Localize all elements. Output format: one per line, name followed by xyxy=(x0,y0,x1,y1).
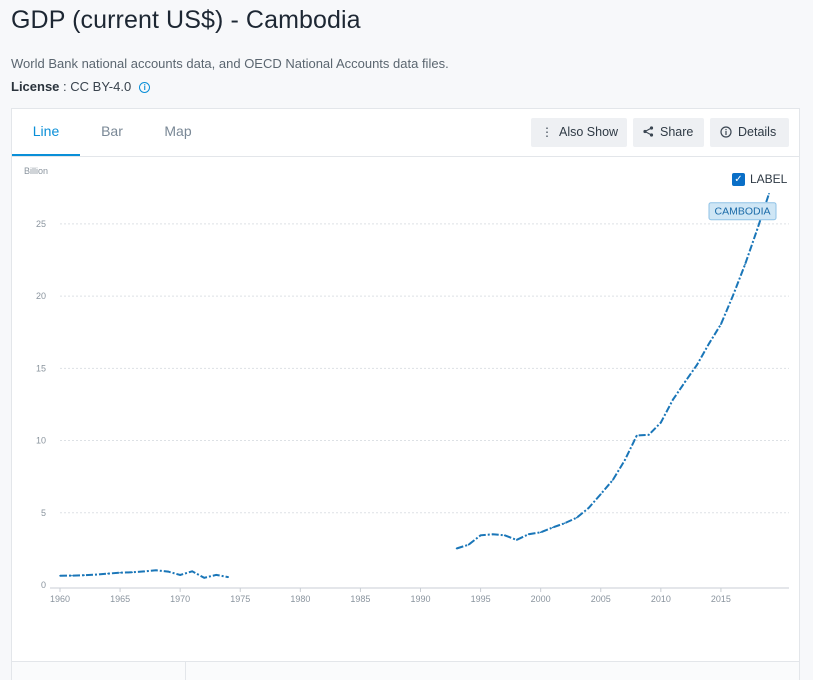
label-checkbox[interactable]: ✓ xyxy=(732,172,745,186)
data-point-2007 xyxy=(623,459,626,462)
data-point-1971 xyxy=(191,570,193,573)
also-show-label: Also Show xyxy=(559,125,619,139)
x-tick-1980: 1980 xyxy=(290,594,310,604)
x-tick-1995: 1995 xyxy=(471,594,491,604)
data-point-1998 xyxy=(515,539,518,541)
x-tick-2005: 2005 xyxy=(591,594,611,604)
data-point-2003 xyxy=(575,516,578,519)
label-toggle-text: LABEL xyxy=(750,172,788,186)
page-title: GDP (current US$) - Cambodia xyxy=(11,6,361,34)
data-point-2015 xyxy=(720,323,722,326)
data-point-1997 xyxy=(503,534,506,537)
data-point-1970 xyxy=(179,574,181,576)
data-point-2013 xyxy=(696,364,698,366)
chart-panel: Line Bar Map ⋮ Also Show Share Details ✓ … xyxy=(11,108,800,680)
data-point-2001 xyxy=(551,526,554,529)
x-tick-1975: 1975 xyxy=(230,594,250,604)
details-label: Details xyxy=(738,125,777,139)
data-point-2012 xyxy=(684,381,686,383)
data-point-1960 xyxy=(59,574,61,577)
tab-map[interactable]: Map xyxy=(164,123,192,139)
y-tick-25: 25 xyxy=(36,219,46,229)
y-axis-unit-label: Billion xyxy=(24,166,48,176)
x-tick-1970: 1970 xyxy=(170,594,190,604)
tab-bar[interactable]: Bar xyxy=(101,123,123,139)
data-point-2005 xyxy=(599,493,602,495)
series-label-cambodia: CAMBODIA xyxy=(708,202,777,221)
more-vertical-icon: ⋮ xyxy=(541,125,553,139)
data-point-2016 xyxy=(732,295,734,297)
data-point-1968 xyxy=(155,569,157,572)
data-point-1963 xyxy=(95,573,97,576)
data-point-2002 xyxy=(563,522,566,524)
share-label: Share xyxy=(660,125,694,139)
share-button[interactable]: Share xyxy=(633,118,704,147)
details-button[interactable]: Details xyxy=(710,118,789,147)
data-point-2018 xyxy=(756,229,758,231)
x-tick-1965: 1965 xyxy=(110,594,130,604)
x-tick-2000: 2000 xyxy=(531,594,551,604)
also-show-button[interactable]: ⋮ Also Show xyxy=(531,118,627,147)
y-tick-20: 20 xyxy=(36,291,46,301)
data-point-2006 xyxy=(611,479,614,481)
data-point-1969 xyxy=(167,570,169,573)
data-point-1994 xyxy=(467,543,470,546)
series-line-cambodia-1 xyxy=(456,193,770,550)
bottom-strip xyxy=(12,661,799,680)
y-tick-10: 10 xyxy=(36,436,46,446)
data-point-1996 xyxy=(491,533,494,536)
gdp-line-chart: Billion 0 5 10 15 20 25 1960 1965 1970 1975 1980 198… xyxy=(24,166,789,604)
y-tick-5: 5 xyxy=(41,508,46,518)
data-point-2014 xyxy=(708,342,710,345)
data-point-1993 xyxy=(455,547,458,550)
data-point-1966 xyxy=(131,571,133,574)
license-label: License xyxy=(11,79,60,94)
x-tick-2010: 2010 xyxy=(651,594,671,604)
y-tick-0: 0 xyxy=(41,580,46,590)
info-circle-icon xyxy=(720,118,732,147)
share-icon xyxy=(643,118,654,147)
y-tick-15: 15 xyxy=(36,363,46,373)
x-tick-1985: 1985 xyxy=(350,594,370,604)
data-point-2010 xyxy=(660,421,662,424)
data-point-1974 xyxy=(227,576,230,578)
data-point-1973 xyxy=(215,574,218,576)
data-point-1961 xyxy=(71,574,73,577)
data-point-1962 xyxy=(83,574,85,576)
data-point-2011 xyxy=(672,398,674,401)
info-icon[interactable]: i xyxy=(139,82,151,93)
x-tick-2015: 2015 xyxy=(711,594,731,604)
license-value: : CC BY-4.0 xyxy=(59,79,132,94)
data-point-1967 xyxy=(143,570,145,573)
tab-line[interactable]: Line xyxy=(12,109,80,156)
x-tick-1960: 1960 xyxy=(50,594,70,604)
data-point-1995 xyxy=(479,534,482,537)
data-point-1972 xyxy=(203,576,206,579)
x-tick-1990: 1990 xyxy=(410,594,430,604)
data-point-2009 xyxy=(648,433,650,436)
data-point-2019 xyxy=(768,192,770,195)
data-point-2008 xyxy=(636,434,638,437)
data-point-2000 xyxy=(539,531,542,534)
chart-tabs: Line Bar Map ⋮ Also Show Share Details xyxy=(12,109,799,157)
data-point-1965 xyxy=(119,571,121,574)
label-toggle[interactable]: ✓ LABEL xyxy=(732,172,787,186)
data-point-2017 xyxy=(744,263,746,266)
data-point-1964 xyxy=(107,572,109,575)
license-line: License : CC BY-4.0 i xyxy=(11,79,151,94)
source-note: World Bank national accounts data, and O… xyxy=(11,56,449,71)
data-point-2004 xyxy=(587,507,590,509)
data-point-1999 xyxy=(527,533,530,535)
svg-text:CAMBODIA: CAMBODIA xyxy=(714,206,770,218)
